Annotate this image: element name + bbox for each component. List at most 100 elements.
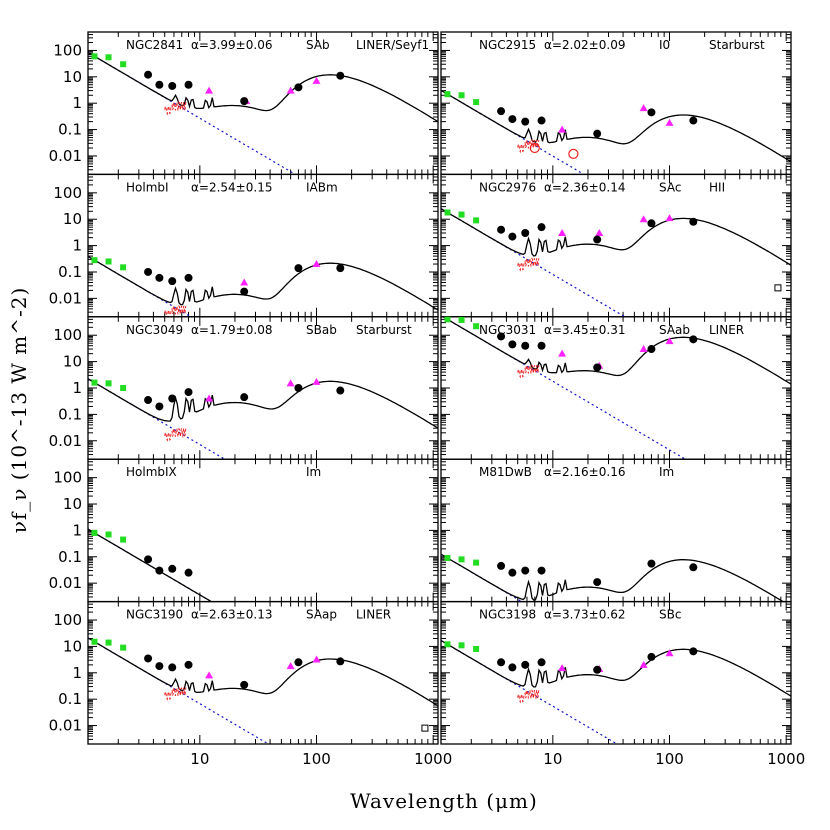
panel-holmbix: 0.01 0.1 1 10 100 HolmbIX Im — [49, 458, 439, 603]
photometry-point — [168, 277, 177, 286]
photometry-point — [508, 340, 517, 349]
y-tick-label: 0.01 — [49, 289, 82, 307]
photometry-point — [240, 287, 249, 296]
y-tick-label: 0.1 — [58, 690, 82, 708]
iras-point — [665, 337, 674, 345]
photometry-point — [184, 568, 193, 577]
photometry-point — [144, 555, 153, 564]
plot-area — [88, 255, 438, 317]
photometry-point — [497, 332, 506, 341]
iras-point — [312, 260, 321, 268]
y-tick-label: 100 — [53, 184, 82, 202]
total-model-line — [88, 255, 438, 311]
photometry-point — [537, 223, 546, 232]
photometry-point — [647, 652, 656, 661]
y-tick-label: 1 — [72, 237, 82, 255]
photometry-point — [593, 665, 602, 674]
morph-type: SBab — [306, 323, 337, 337]
galaxy-name: NGC2915 — [479, 38, 536, 52]
nir-point — [473, 217, 480, 224]
y-tick-label: 100 — [53, 41, 82, 59]
photometry-point — [593, 578, 602, 587]
plot-area — [88, 51, 438, 175]
photometry-point — [155, 273, 164, 282]
plot-area — [88, 528, 213, 602]
irs-spectrum-line — [164, 100, 187, 116]
photometry-point — [497, 658, 506, 667]
panel-frame — [440, 173, 792, 318]
photometry-point — [240, 393, 249, 402]
morph-type: Im — [306, 465, 321, 479]
photometry-point — [508, 115, 517, 124]
nuclear-type: Starburst — [356, 323, 412, 337]
total-model-line — [441, 316, 791, 385]
x-tick-label: 100 — [302, 750, 331, 768]
iras-point — [312, 76, 321, 84]
total-model-line — [88, 51, 438, 123]
plot-area — [441, 208, 791, 317]
alpha-value: α=2.36±0.14 — [544, 180, 625, 194]
photometry-point — [537, 658, 546, 667]
panel-frame — [440, 316, 792, 460]
photometry-point — [521, 566, 530, 575]
open-circle-point — [568, 148, 579, 159]
submm-point — [421, 724, 429, 732]
nir-point — [91, 379, 98, 386]
nir-point — [105, 258, 112, 265]
submm-point — [774, 284, 782, 292]
nir-point — [444, 554, 451, 561]
iras-point — [639, 345, 648, 353]
photometry-point — [184, 80, 193, 89]
y-tick-label: 0.1 — [58, 263, 82, 281]
iras-point — [665, 214, 674, 222]
alpha-value: α=2.54±0.15 — [191, 180, 272, 194]
iras-point — [286, 379, 295, 387]
y-tick-label: 100 — [53, 611, 82, 629]
y-tick-label: 0.01 — [49, 432, 82, 450]
photometry-point — [537, 116, 546, 125]
total-model-line — [441, 639, 791, 697]
y-tick-label: 10 — [63, 495, 82, 513]
irs-spectrum-line — [517, 688, 540, 704]
photometry-point — [508, 663, 517, 672]
plot-area — [441, 553, 785, 602]
y-tick-label: 10 — [63, 210, 82, 228]
photometry-point — [294, 83, 303, 92]
y-tick-label: 1 — [72, 664, 82, 682]
alpha-value: α=2.02±0.09 — [544, 38, 625, 52]
photometry-point — [647, 345, 656, 354]
panel-ngc3031: NGC3031 α=3.45±0.31 SAab LINER — [440, 316, 792, 460]
photometry-point — [240, 680, 249, 689]
photometry-point — [155, 402, 164, 411]
irs-spectrum-line — [164, 304, 187, 317]
nuclear-type: LINER/Seyf1 — [356, 38, 429, 52]
iras-point — [312, 377, 321, 385]
y-tick-label: 0.1 — [58, 548, 82, 566]
plot-area — [88, 377, 438, 460]
photometry-point — [521, 660, 530, 669]
nir-point — [120, 385, 127, 391]
morph-type: SAc — [659, 180, 681, 194]
plot-area — [441, 639, 791, 744]
iras-point — [665, 118, 674, 126]
y-tick-label: 10 — [63, 353, 82, 371]
photometry-point — [689, 647, 698, 656]
photometry-point — [508, 232, 517, 241]
iras-point — [639, 215, 648, 223]
photometry-point — [336, 386, 345, 395]
irs-spectrum-line — [517, 138, 540, 154]
photometry-point — [647, 559, 656, 568]
iras-point — [595, 229, 604, 237]
iras-point — [205, 394, 214, 402]
iras-point — [665, 649, 674, 657]
panel-frame — [440, 31, 792, 176]
alpha-value: α=1.79±0.08 — [191, 323, 272, 337]
y-tick-label: 0.1 — [58, 405, 82, 423]
nir-point — [120, 61, 127, 68]
galaxy-name: NGC2976 — [479, 180, 536, 194]
panel-frame — [87, 316, 439, 460]
photometry-point — [497, 225, 506, 234]
photometry-point — [144, 654, 153, 663]
galaxy-name: HolmbIX — [126, 465, 177, 479]
